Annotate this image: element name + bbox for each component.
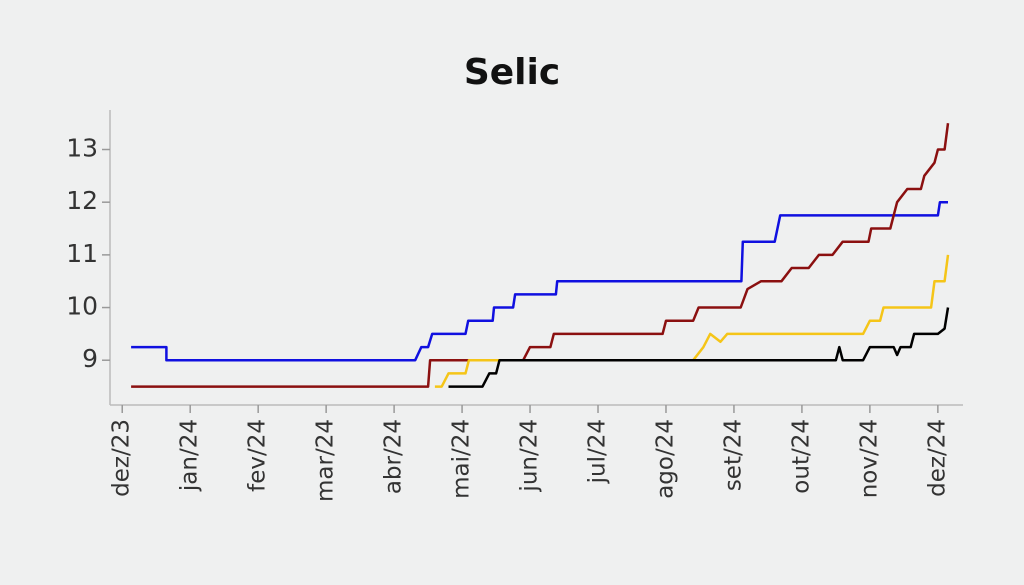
x-tick-label: out/24	[788, 419, 814, 494]
y-tick-label: 13	[66, 134, 98, 163]
x-tick-label: mar/24	[313, 419, 339, 502]
y-tick-label: 11	[66, 239, 98, 268]
x-tick-label: set/24	[720, 419, 746, 491]
x-tick-label: dez/23	[109, 419, 135, 497]
series-line	[448, 307, 950, 388]
series-line	[131, 123, 950, 388]
x-tick-label: nov/24	[856, 419, 882, 498]
y-tick-label: 9	[82, 344, 98, 373]
chart-title: Selic	[464, 52, 560, 93]
series-line	[131, 200, 948, 362]
x-tick-label: mai/24	[449, 419, 475, 499]
x-tick-label: ago/24	[652, 419, 678, 499]
x-tick-label: fev/24	[245, 419, 271, 492]
x-tick-label: dez/24	[924, 419, 950, 497]
x-tick-label: abr/24	[381, 419, 407, 494]
y-tick-label: 12	[66, 186, 98, 215]
x-tick-label: jan/24	[177, 419, 203, 492]
series-line	[434, 254, 950, 388]
x-tick-label: jun/24	[517, 419, 543, 493]
y-tick-label: 10	[66, 292, 98, 321]
x-tick-label: jul/24	[585, 419, 611, 484]
